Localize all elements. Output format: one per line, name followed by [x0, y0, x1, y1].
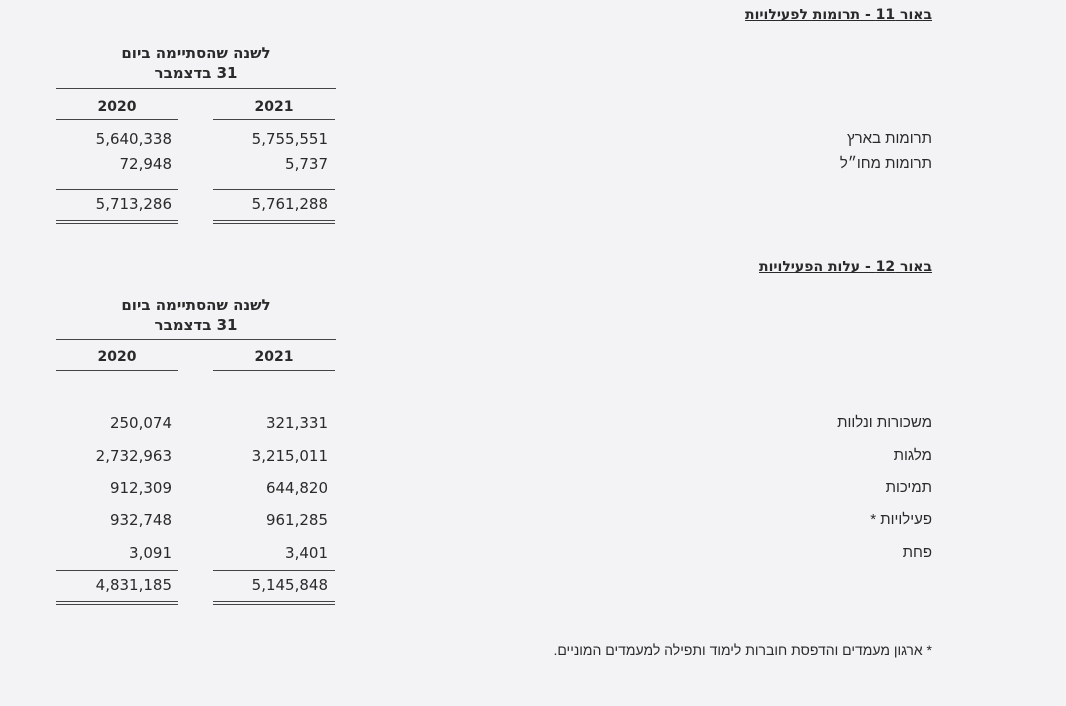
value-2020: 912,309 — [109, 479, 172, 497]
row-label: פחת — [902, 544, 932, 561]
value-2021: 961,285 — [265, 511, 328, 529]
year-rule — [213, 370, 335, 371]
value-2021: 3,401 — [285, 544, 328, 562]
total-2021: 5,761,288 — [251, 195, 328, 213]
row-label: תמיכות — [885, 479, 932, 496]
year-rule — [56, 370, 178, 371]
total-2021: 5,145,848 — [251, 576, 328, 594]
column-header-line1: לשנה שהסתיימה ביום — [121, 44, 271, 62]
note-12-column-header: לשנה שהסתיימה ביום 31 בדצמבר — [56, 295, 336, 335]
value-2021: 5,737 — [285, 155, 328, 173]
year-2021: 2021 — [254, 99, 294, 115]
value-2021: 644,820 — [265, 479, 328, 497]
total-2020: 4,831,185 — [95, 576, 172, 594]
value-2020: 2,732,963 — [95, 447, 172, 465]
subtotal-rule — [213, 570, 335, 571]
header-rule — [56, 339, 336, 340]
value-2020: 72,948 — [119, 155, 173, 173]
column-header-line2: 31 בדצמבר — [154, 316, 238, 334]
value-2020: 932,748 — [109, 511, 172, 529]
footnote: * ארגון מעמדים והדפסת חוברות לימוד ותפיל… — [553, 642, 932, 658]
year-2021: 2021 — [254, 349, 294, 365]
subtotal-rule — [56, 570, 178, 571]
column-header-line2: 31 בדצמבר — [154, 64, 238, 82]
row-label: פעילויות * — [870, 511, 932, 528]
row-label: משכורות ונלוות — [837, 414, 932, 431]
note-11-heading: באור 11 - תרומות לפעילויות — [745, 7, 932, 23]
value-2020: 3,091 — [129, 544, 172, 562]
header-rule — [56, 88, 336, 89]
total-double-rule — [56, 220, 178, 224]
value-2021: 321,331 — [265, 414, 328, 432]
value-2021: 3,215,011 — [251, 447, 328, 465]
subtotal-rule — [56, 189, 178, 190]
year-2020: 2020 — [97, 99, 137, 115]
value-2021: 5,755,551 — [251, 130, 328, 148]
total-double-rule — [213, 220, 335, 224]
subtotal-rule — [213, 189, 335, 190]
year-rule — [56, 119, 178, 120]
note-12-heading: באור 12 - עלות הפעילויות — [759, 259, 932, 275]
row-label: תרומות בארץ — [847, 130, 932, 147]
row-label: תרומות מחו״ל — [839, 155, 932, 172]
year-2020: 2020 — [97, 349, 137, 365]
total-double-rule — [213, 601, 335, 605]
year-rule — [213, 119, 335, 120]
row-label: מלגות — [893, 447, 932, 464]
column-header-line1: לשנה שהסתיימה ביום — [121, 296, 271, 314]
total-double-rule — [56, 601, 178, 605]
note-11-column-header: לשנה שהסתיימה ביום 31 בדצמבר — [56, 43, 336, 83]
value-2020: 5,640,338 — [95, 130, 172, 148]
total-2020: 5,713,286 — [95, 195, 172, 213]
value-2020: 250,074 — [109, 414, 172, 432]
